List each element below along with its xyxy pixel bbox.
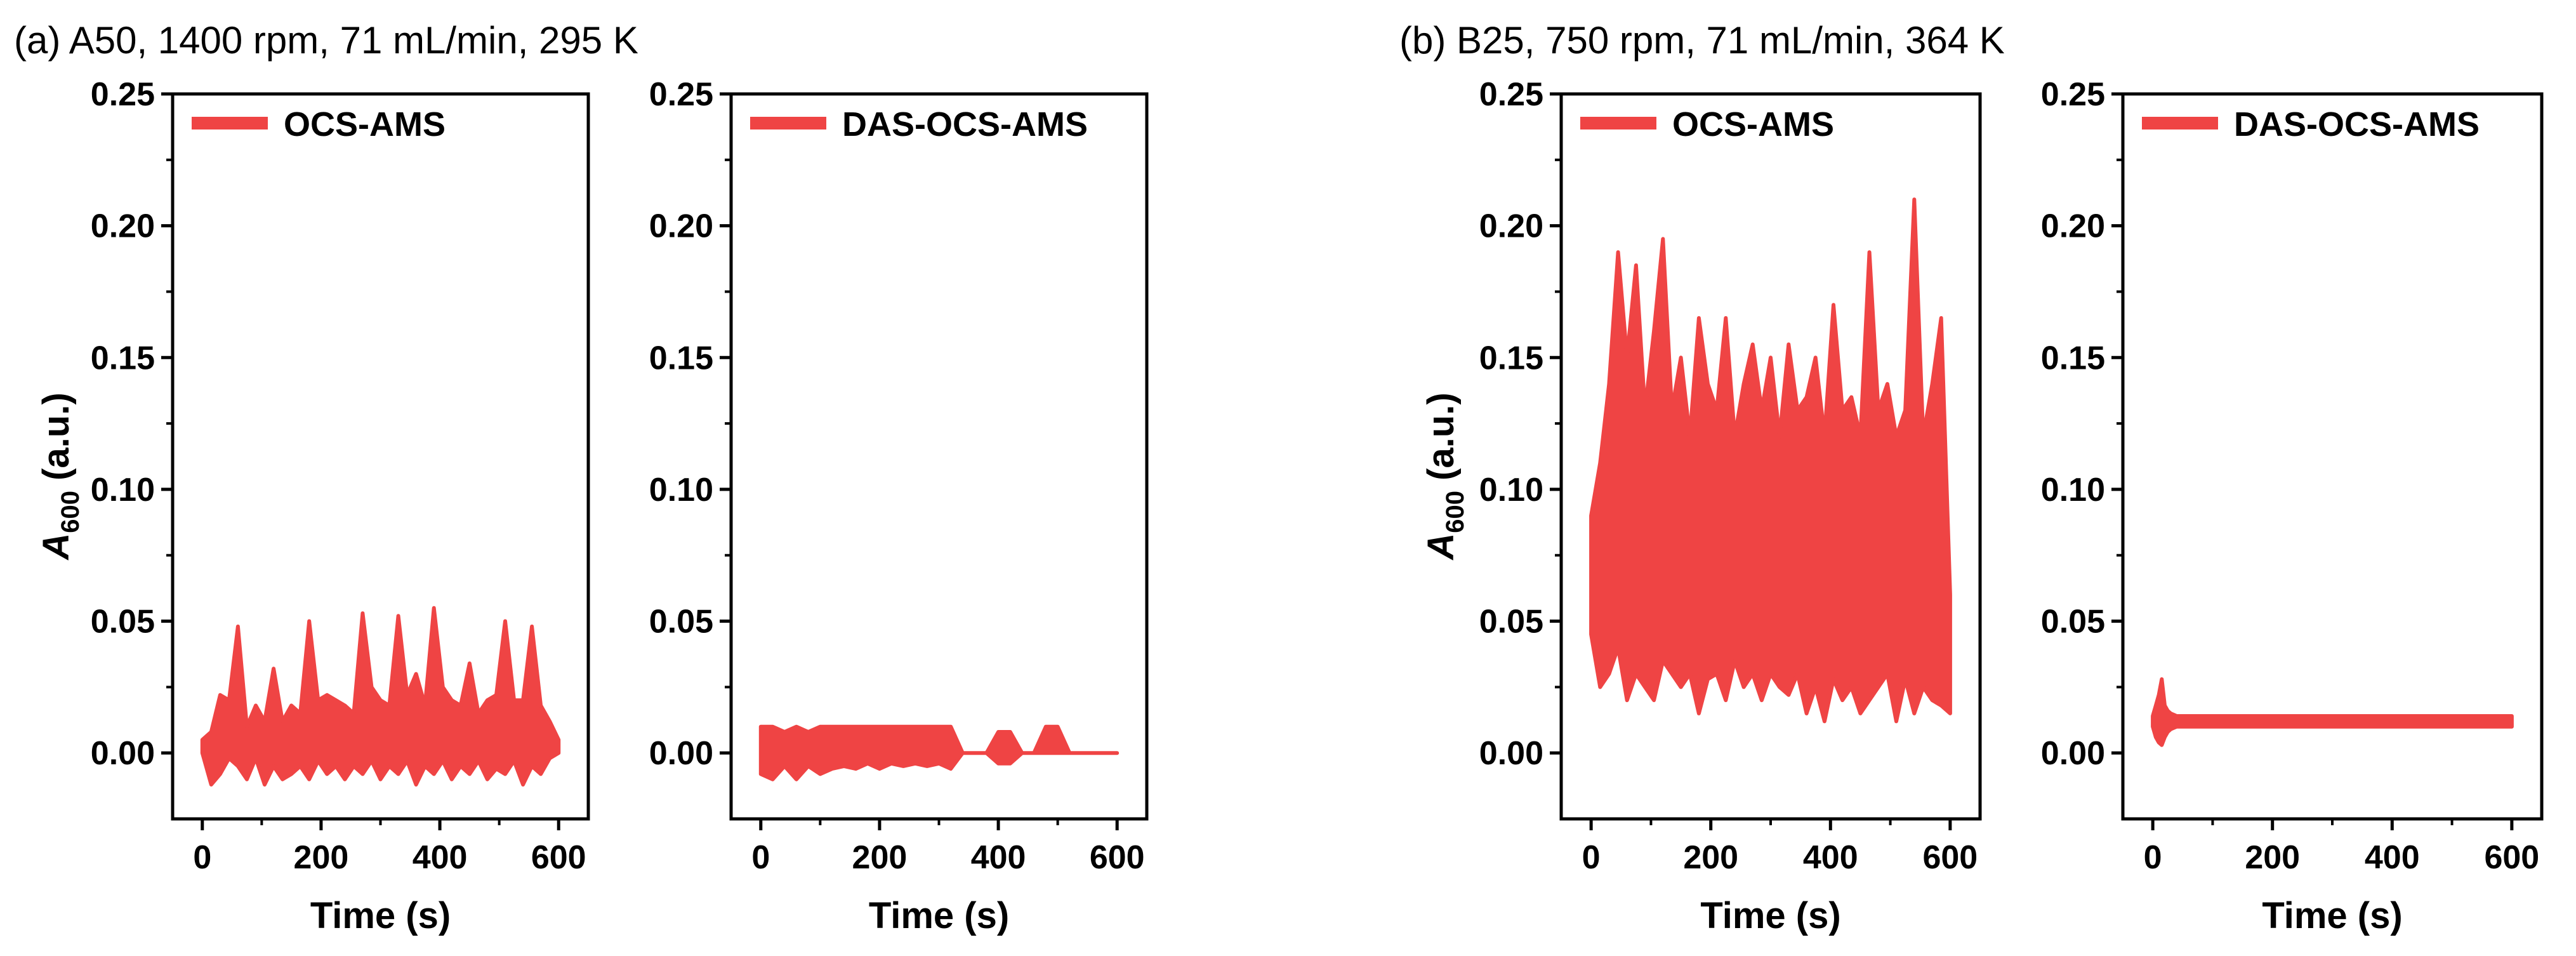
y-tick-label: 0.10 <box>91 472 155 508</box>
y-tick-label: 0.15 <box>91 340 155 376</box>
y-tick-label: 0.05 <box>2041 604 2105 641</box>
x-tick-label: 400 <box>413 839 468 876</box>
x-axis-label: Time (s) <box>2262 895 2402 936</box>
x-tick-label: 200 <box>294 839 349 876</box>
x-tick-label: 0 <box>193 839 211 876</box>
x-tick-label: 400 <box>1803 839 1858 876</box>
y-tick-label: 0.00 <box>91 735 155 772</box>
series-band-ocs-ams <box>200 606 561 787</box>
axes-frame <box>729 92 1149 821</box>
panel-a-title: (a) A50, 1400 rpm, 71 mL/min, 295 K <box>14 19 638 62</box>
x-axis-label: Time (s) <box>310 895 451 936</box>
series-band-das-ocs-ams <box>2151 677 2514 747</box>
x-tick-label: 600 <box>1922 839 1978 876</box>
x-tick-label: 0 <box>751 839 770 876</box>
x-tick-label: 0 <box>1582 839 1601 876</box>
chart-panel-a-das-ocs-ams: 0 200 400 600 0.00 0.05 0.10 0.15 0.20 0.25 Time (… <box>649 76 1149 936</box>
x-tick-label: 200 <box>852 839 908 876</box>
chart-panel-b-ocs-ams: 0 200 400 600 0.00 0.05 0.10 0.15 0.20 0.25 Time (… <box>1479 76 1982 936</box>
legend-label: OCS-AMS <box>284 105 446 143</box>
axes-frame <box>2121 92 2544 821</box>
y-tick-label: 0.20 <box>91 208 155 245</box>
x-tick-label: 600 <box>1090 839 1145 876</box>
x-axis-label: Time (s) <box>869 895 1009 936</box>
legend-label: OCS-AMS <box>1672 105 1834 143</box>
x-axis-label: Time (s) <box>1700 895 1840 936</box>
y-tick-label: 0.15 <box>1479 340 1543 376</box>
y-tick-label: 0.15 <box>2041 340 2105 376</box>
x-tick-label: 0 <box>2144 839 2162 876</box>
y-tick-label: 0.25 <box>2041 76 2105 113</box>
x-tick-label: 600 <box>2484 839 2539 876</box>
y-tick-label: 0.00 <box>649 735 713 772</box>
x-tick-label: 400 <box>971 839 1026 876</box>
panel-b-title: (b) B25, 750 rpm, 71 mL/min, 364 K <box>1399 19 2005 62</box>
legend-label: DAS-OCS-AMS <box>842 105 1088 143</box>
y-tick-label: 0.25 <box>91 76 155 113</box>
x-tick-label: 600 <box>531 839 586 876</box>
y-tick-label: 0.00 <box>1479 735 1543 772</box>
y-tick-label: 0.20 <box>649 208 713 245</box>
series-band-ocs-ams <box>1589 197 1952 724</box>
y-tick-label: 0.10 <box>649 472 713 508</box>
y-tick-label: 0.10 <box>1479 472 1543 508</box>
y-tick-label: 0.25 <box>1479 76 1543 113</box>
x-tick-label: 200 <box>2245 839 2300 876</box>
x-tick-label: 400 <box>2365 839 2420 876</box>
legend-label: DAS-OCS-AMS <box>2234 105 2480 143</box>
y-axis-label-a: A600 (a.u.) <box>36 392 84 561</box>
y-tick-label: 0.15 <box>649 340 713 376</box>
y-tick-label: 0.20 <box>1479 208 1543 245</box>
y-tick-label: 0.05 <box>91 604 155 641</box>
y-tick-label: 0.05 <box>649 604 713 641</box>
y-tick-label: 0.20 <box>2041 208 2105 245</box>
y-tick-label: 0.10 <box>2041 472 2105 508</box>
y-tick-label: 0.00 <box>2041 735 2105 772</box>
chart-panel-a-ocs-ams: 0 200 400 600 0.00 0.05 0.10 0.15 0.20 0.25 Time (… <box>91 76 590 936</box>
chart-panel-b-das-ocs-ams: 0 200 400 600 0.00 0.05 0.10 0.15 0.20 0.25 Time (… <box>2041 76 2544 936</box>
series-band-das-ocs-ams <box>758 724 1120 781</box>
y-tick-label: 0.25 <box>649 76 713 113</box>
y-tick-label: 0.05 <box>1479 604 1543 641</box>
x-tick-label: 200 <box>1683 839 1738 876</box>
y-axis-label-b: A600 (a.u.) <box>1420 392 1469 561</box>
